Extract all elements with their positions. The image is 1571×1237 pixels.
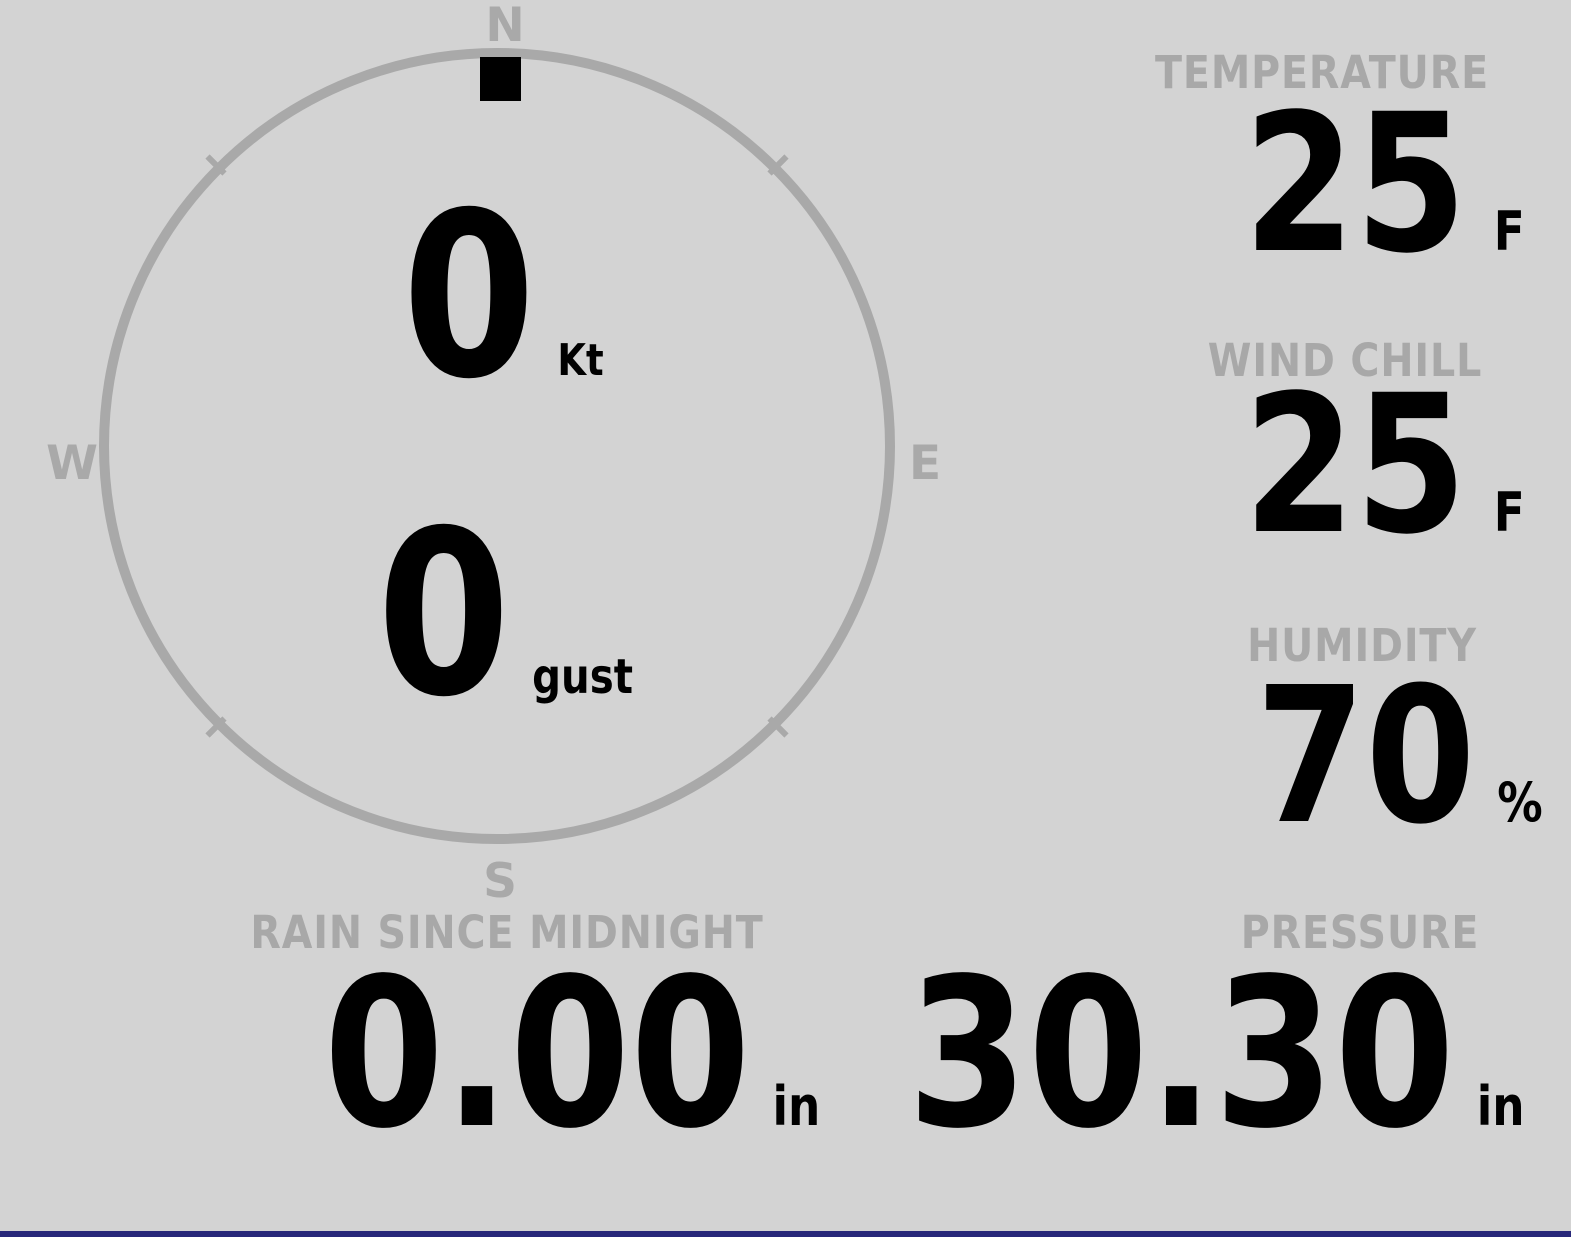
temperature-reading: 25 F xyxy=(1244,90,1525,281)
temperature-value: 25 xyxy=(1243,74,1468,296)
wind-chill-value: 25 xyxy=(1243,355,1468,577)
wind-speed-unit: Kt xyxy=(557,335,604,386)
humidity-label: HUMIDITY xyxy=(1247,619,1477,672)
wind-gust-unit: gust xyxy=(532,649,633,705)
rain-label: RAIN SINCE MIDNIGHT xyxy=(250,906,764,959)
pressure-value: 30.30 xyxy=(907,934,1456,1174)
wind-direction-marker-icon xyxy=(480,57,521,101)
wind-chill-label: WIND CHILL xyxy=(1207,334,1483,387)
pressure-reading: 30.30 in xyxy=(908,951,1525,1157)
temperature-unit: F xyxy=(1494,200,1525,263)
humidity-reading: 70 % xyxy=(1256,663,1543,851)
pressure-label: PRESSURE xyxy=(1240,906,1480,959)
rain-value: 0.00 xyxy=(323,934,751,1174)
temperature-label: TEMPERATURE xyxy=(1154,46,1490,99)
cardinal-south-label: S xyxy=(483,854,517,909)
wind-chill-unit: F xyxy=(1494,481,1525,544)
bottom-accent-bar xyxy=(0,1231,1571,1237)
wind-gust: 0 gust xyxy=(377,500,633,728)
compass-ring xyxy=(99,48,895,844)
wind-chill-reading: 25 F xyxy=(1244,371,1525,562)
cardinal-north-label: N xyxy=(485,0,525,53)
wind-speed: 0 Kt xyxy=(402,182,603,410)
humidity-value: 70 xyxy=(1255,647,1476,866)
wind-gust-value: 0 xyxy=(377,481,511,747)
pressure-unit: in xyxy=(1477,1075,1525,1138)
rain-reading: 0.00 in xyxy=(324,951,821,1157)
wind-speed-value: 0 xyxy=(402,163,536,429)
rain-unit: in xyxy=(772,1075,821,1138)
cardinal-east-label: E xyxy=(908,436,942,491)
cardinal-west-label: W xyxy=(46,436,98,491)
humidity-unit: % xyxy=(1497,771,1543,834)
